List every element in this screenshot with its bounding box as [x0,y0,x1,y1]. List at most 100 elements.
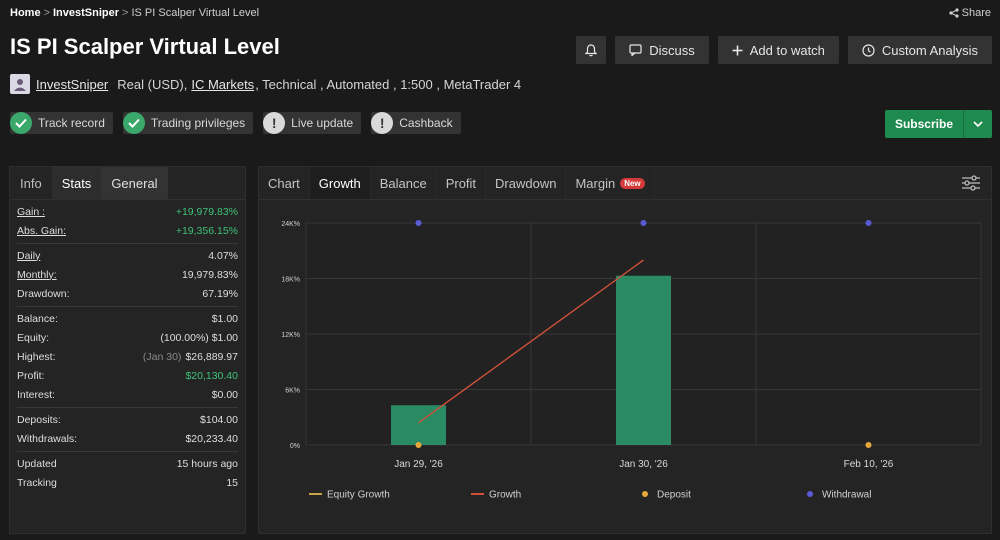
discuss-button[interactable]: Discuss [615,36,709,64]
badge-label: Track record [38,116,105,130]
trading-privileges-badge[interactable]: Trading privileges [122,112,254,134]
withdrawal-point [640,220,647,226]
tab-margin[interactable]: Margin New [566,167,655,199]
gain-value: +19,979.83% [175,205,238,218]
track-record-badge[interactable]: Track record [10,112,113,134]
drawdown-label: Drawdown: [17,287,70,300]
abs-gain-value: +19,356.15% [175,224,238,237]
y-tick-label: 18K% [281,277,300,284]
growth-bar [391,405,446,445]
abs-gain-label[interactable]: Abs. Gain: [17,224,67,237]
tracking-label: Tracking [17,476,57,489]
stat-row: Drawdown: 67.19% [17,284,238,303]
clock-icon [862,43,875,57]
breadcrumb-section[interactable]: InvestSniper [53,7,120,19]
broker-link[interactable]: IC Markets [191,76,255,92]
custom-analysis-button[interactable]: Custom Analysis [847,36,992,64]
tab-margin-label: Margin [575,175,616,191]
updated-label: Updated [17,457,57,470]
author-link[interactable]: InvestSniper [36,76,109,92]
tab-balance[interactable]: Balance [371,167,437,199]
breadcrumb-current: IS PI Scalper Virtual Level [131,7,260,19]
tab-info[interactable]: Info [20,175,42,191]
chart-settings-button[interactable] [961,174,981,197]
tab-growth[interactable]: Growth [309,167,371,199]
subscribe-dropdown[interactable] [964,110,992,138]
tab-general[interactable]: General [101,167,168,199]
stat-row: Balance: $1.00 [17,309,238,328]
balance-value: $1.00 [211,312,238,325]
stat-row: Withdrawals: $20,233.40 [17,429,238,448]
add-to-watch-button[interactable]: Add to watch [717,36,839,64]
tracking-value: 15 [226,476,238,489]
tab-drawdown[interactable]: Drawdown [486,167,567,199]
check-icon [10,112,32,134]
withdrawal-point [865,220,872,226]
deposits-value: $104.00 [200,413,238,426]
interest-value: $0.00 [211,388,238,401]
legend-label: Deposit [657,490,691,501]
interest-label: Interest: [17,388,55,401]
y-tick-label: 6K% [285,388,300,395]
highest-value: (Jan 30) $26,889.97 [143,351,238,363]
x-tick-label: Jan 30, '26 [619,459,668,470]
x-tick-label: Jan 29, '26 [394,459,443,470]
breadcrumb-home[interactable]: Home [10,7,41,19]
chart-tabs: Chart Growth Balance Profit Drawdown Mar… [259,167,991,200]
breadcrumb: Home > InvestSniper > IS PI Scalper Virtual … [10,7,259,19]
daily-label[interactable]: Daily [17,249,41,262]
sliders-icon [962,175,980,191]
y-tick-label: 0% [290,443,300,450]
equity-label: Equity: [17,331,50,344]
deposit-point [415,442,422,448]
chevron-down-icon [973,121,983,127]
badge-label: Trading privileges [150,116,246,130]
updated-value: 15 hours ago [176,457,238,470]
x-tick-label: Feb 10, '26 [844,459,894,470]
add-to-watch-label: Add to watch [749,42,825,58]
stat-row: Profit: $20,130.40 [17,366,238,385]
check-icon [122,112,145,134]
plus-icon [732,45,743,55]
stat-row: Tracking 15 [17,473,238,492]
tab-profit[interactable]: Profit [437,167,487,199]
cashback-badge[interactable]: ! Cashback [371,112,461,134]
monthly-value: 19,979.83% [181,268,238,281]
legend-label: Equity Growth [327,490,390,501]
y-tick-label: 24K% [281,221,300,228]
system-meta: InvestSniper Real (USD), IC Markets , Te… [10,74,521,94]
live-update-badge[interactable]: ! Live update [263,112,362,134]
profit-label: Profit: [17,369,45,382]
comment-icon [629,44,642,56]
stat-row: Deposits: $104.00 [17,410,238,429]
monthly-label[interactable]: Monthly: [17,268,57,281]
stat-row: Gain : +19,979.83% [17,202,238,221]
balance-label: Balance: [17,312,58,325]
withdrawals-value: $20,233.40 [185,432,238,445]
avatar[interactable] [10,74,30,94]
notification-button[interactable] [576,36,607,64]
custom-analysis-label: Custom Analysis [881,42,978,58]
share-icon [949,8,959,18]
user-icon [14,79,26,91]
subscribe-button[interactable]: Subscribe [884,110,964,138]
legend-label: Growth [489,490,521,501]
profit-value: $20,130.40 [185,369,238,382]
y-tick-label: 12K% [281,332,300,339]
tab-chart[interactable]: Chart [259,167,310,199]
tab-stats[interactable]: Stats [51,167,102,199]
drawdown-value: 67.19% [202,287,238,300]
new-badge: New [620,177,645,189]
share-button[interactable]: Share [949,7,991,19]
stat-row: Daily 4.07% [17,246,238,265]
stat-row: Highest: (Jan 30) $26,889.97 [17,347,238,366]
legend-swatch [642,491,648,497]
stat-row: Interest: $0.00 [17,385,238,404]
stat-row: Updated 15 hours ago [17,454,238,473]
chart-panel: Chart Growth Balance Profit Drawdown Mar… [258,166,992,534]
bell-icon [585,43,598,56]
subscribe-group: Subscribe [884,110,992,138]
stats-list: Gain : +19,979.83% Abs. Gain: +19,356.15% … [10,200,245,495]
gain-label[interactable]: Gain : [17,205,46,218]
withdrawals-label: Withdrawals: [17,432,78,445]
